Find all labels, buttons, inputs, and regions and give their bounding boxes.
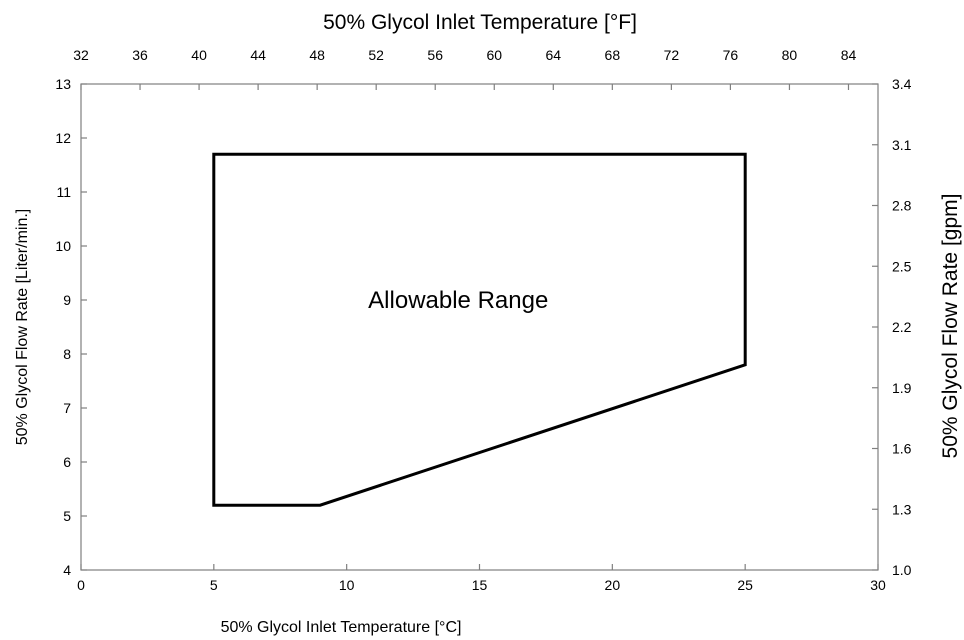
y2-tick-label: 2.8 — [892, 198, 912, 214]
x-tick-label: 0 — [77, 577, 85, 593]
allowable-range-region — [212, 152, 747, 507]
y2-tick-label: 2.5 — [892, 258, 912, 274]
x-tick-label: 30 — [870, 577, 886, 593]
x2-tick-label: 44 — [250, 47, 266, 63]
allowable-range-label: Allowable Range — [368, 287, 548, 314]
y-tick-label: 7 — [63, 400, 71, 416]
y2-tick-label: 3.4 — [892, 76, 912, 92]
x-tick-label: 10 — [339, 577, 355, 593]
y2-axis-title: 50% Glycol Flow Rate [gpm] — [939, 194, 962, 459]
y-tick-label: 6 — [63, 454, 71, 470]
y2-tick-label: 1.0 — [892, 562, 912, 578]
x-tick-label: 20 — [605, 577, 621, 593]
y-tick-label: 11 — [56, 184, 71, 200]
y-tick-label: 5 — [63, 508, 71, 524]
y-axis-title: 50% Glycol Flow Rate [Liter/min.] — [14, 209, 31, 446]
y2-tick-label: 3.1 — [892, 137, 912, 153]
x2-tick-label: 36 — [132, 47, 148, 63]
x2-tick-label: 60 — [486, 47, 502, 63]
x2-tick-label: 40 — [191, 47, 207, 63]
y-tick-label: 4 — [63, 562, 71, 578]
x2-tick-label: 76 — [723, 47, 739, 63]
x2-tick-label: 56 — [427, 47, 443, 63]
y2-tick-label: 2.2 — [892, 319, 912, 335]
plot-frame — [80, 83, 879, 571]
x2-tick-label: 48 — [309, 47, 325, 63]
x2-tick-label: 32 — [73, 47, 89, 63]
y-tick-label: 8 — [63, 346, 71, 362]
y2-tick-label: 1.3 — [892, 501, 912, 517]
y-tick-label: 9 — [63, 292, 71, 308]
y2-tick-label: 1.9 — [892, 380, 912, 396]
y-tick-label: 10 — [55, 238, 71, 254]
x2-tick-label: 68 — [605, 47, 621, 63]
y-tick-label: 13 — [55, 76, 71, 92]
x-axis-title: 50% Glycol Inlet Temperature [°C] — [221, 619, 462, 636]
x2-tick-label: 72 — [664, 47, 680, 63]
x-tick-label: 5 — [210, 577, 218, 593]
x-tick-label: 15 — [472, 577, 488, 593]
x2-tick-label: 84 — [841, 47, 857, 63]
tick-marks — [80, 83, 879, 571]
x2-tick-label: 80 — [782, 47, 798, 63]
x-tick-label: 25 — [737, 577, 753, 593]
y2-tick-label: 1.6 — [892, 441, 912, 457]
x2-tick-label: 52 — [368, 47, 384, 63]
x2-tick-label: 64 — [546, 47, 562, 63]
x2-axis-title: 50% Glycol Inlet Temperature [°F] — [323, 11, 637, 34]
y-tick-label: 12 — [55, 130, 71, 146]
